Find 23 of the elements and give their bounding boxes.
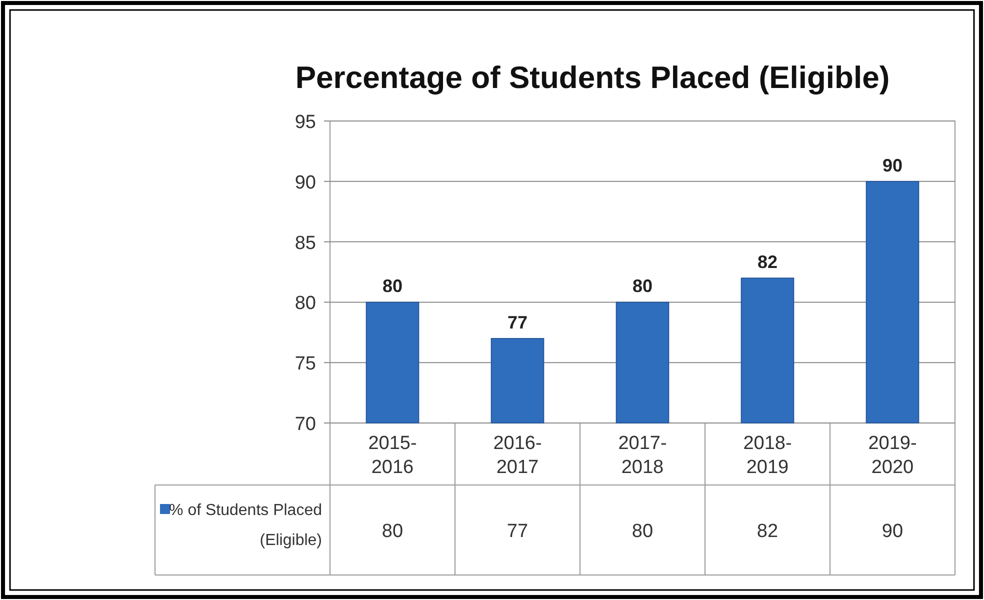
annotation: 80 [632, 276, 653, 296]
data-label: 77 [506, 521, 528, 542]
x-tick-label: 2019-2020 [868, 433, 917, 478]
x-tick-label: 2017-2018 [618, 433, 667, 478]
annotation: 80 [382, 276, 403, 296]
y-tick-label: 95 [294, 112, 316, 133]
y-tick-label: 70 [294, 414, 316, 435]
data-label: 82 [756, 521, 778, 542]
x-tick-label: 2018-2019 [743, 433, 792, 478]
y-tick-label: 75 [294, 354, 316, 375]
y-tick-label: 80 [294, 293, 316, 314]
y-tick-label: 90 [294, 172, 316, 194]
data-label: 90 [882, 521, 904, 542]
data-label: 80 [382, 521, 404, 542]
x-tick-label: 2015-2016 [368, 433, 417, 478]
data-label: 80 [632, 521, 654, 542]
annotation: 90 [882, 155, 903, 176]
annotation: 77 [507, 312, 528, 332]
x-tick-label: 2016-2017 [493, 433, 542, 478]
legend-label: % of Students Placed (Eligible) [169, 502, 322, 549]
y-tick-label: 85 [294, 232, 316, 254]
chart-title: Percentage of Students Placed (Eligible) [295, 60, 890, 95]
annotation: 82 [757, 252, 778, 272]
